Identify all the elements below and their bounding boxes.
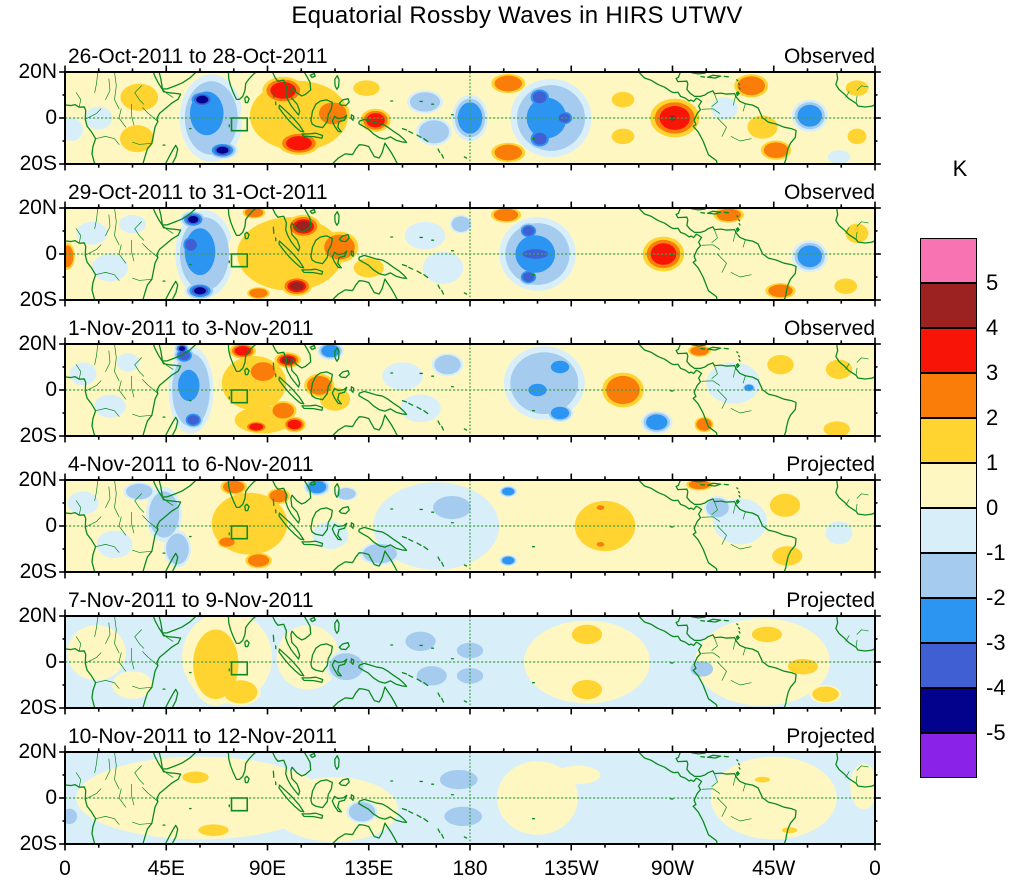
colorbar-cell bbox=[920, 553, 977, 598]
x-tick-label: 45W bbox=[752, 857, 796, 880]
x-tick-label: 180 bbox=[452, 857, 488, 880]
map-panel bbox=[65, 72, 875, 164]
y-tick-label-0: 0 bbox=[45, 786, 57, 809]
panel-date-range: 10-Nov-2011 to 12-Nov-2011 bbox=[68, 725, 337, 748]
y-tick-label-0: 0 bbox=[45, 106, 57, 129]
panel-date-range: 26-Oct-2011 to 28-Oct-2011 bbox=[68, 45, 328, 68]
y-tick-label-0: 0 bbox=[45, 378, 57, 401]
colorbar-cell bbox=[920, 463, 977, 508]
y-tick-label-0: 0 bbox=[45, 650, 57, 673]
y-tick-label-20s: 20S bbox=[19, 424, 57, 447]
colorbar-tick-label: 0 bbox=[986, 495, 999, 520]
x-tick-label: 90E bbox=[248, 857, 287, 880]
y-tick-label-0: 0 bbox=[45, 514, 57, 537]
x-tick-label: 45E bbox=[147, 857, 185, 880]
panel-date-range: 4-Nov-2011 to 6-Nov-2011 bbox=[68, 453, 314, 476]
y-tick-label-0: 0 bbox=[45, 242, 57, 265]
colorbar-tick-label: -2 bbox=[986, 585, 1006, 610]
colorbar-cell bbox=[920, 508, 977, 553]
colorbar-tick-label: 5 bbox=[986, 270, 999, 295]
colorbar-cell bbox=[920, 643, 977, 688]
y-tick-label-20n: 20N bbox=[18, 468, 57, 491]
colorbar-cell bbox=[920, 418, 977, 463]
y-tick-label-20s: 20S bbox=[19, 832, 57, 855]
colorbar-tick-label: -3 bbox=[986, 630, 1006, 655]
y-tick-label-20n: 20N bbox=[18, 604, 57, 627]
map-panel bbox=[65, 616, 875, 708]
map-panel bbox=[65, 344, 875, 436]
x-tick-label: 135E bbox=[344, 857, 394, 880]
panel-map-svg bbox=[65, 344, 875, 436]
colorbar-cell bbox=[920, 373, 977, 418]
panel-source-label: Observed bbox=[783, 181, 875, 204]
colorbar-tick-label: 1 bbox=[986, 450, 999, 475]
y-tick-label-20n: 20N bbox=[18, 332, 57, 355]
colorbar-unit-label: K bbox=[952, 156, 968, 181]
colorbar-tick-label: -4 bbox=[986, 675, 1006, 700]
panel-source-label: Observed bbox=[783, 317, 875, 340]
y-tick-label-20s: 20S bbox=[19, 288, 57, 311]
colorbar-cell bbox=[920, 238, 977, 283]
map-panel bbox=[65, 480, 875, 572]
map-panel bbox=[65, 752, 875, 844]
panel-map-svg bbox=[65, 616, 875, 708]
colorbar-cell bbox=[920, 328, 977, 373]
panel-map-svg bbox=[65, 208, 875, 300]
y-tick-label-20s: 20S bbox=[19, 696, 57, 719]
panel-source-label: Projected bbox=[786, 589, 875, 612]
colorbar-tick-label: 3 bbox=[986, 360, 999, 385]
colorbar-cell bbox=[920, 688, 977, 733]
panel-date-range: 7-Nov-2011 to 9-Nov-2011 bbox=[68, 589, 314, 612]
colorbar-tick-label: -1 bbox=[986, 540, 1006, 565]
panel-map-svg bbox=[65, 752, 875, 844]
y-tick-label-20n: 20N bbox=[18, 740, 57, 763]
colorbar-tick-label: 2 bbox=[986, 405, 999, 430]
panel-source-label: Projected bbox=[786, 725, 875, 748]
map-panel bbox=[65, 208, 875, 300]
panel-source-label: Observed bbox=[783, 45, 875, 68]
colorbar-tick-label: 4 bbox=[986, 315, 999, 340]
panel-date-range: 1-Nov-2011 to 3-Nov-2011 bbox=[68, 317, 314, 340]
panel-map-svg bbox=[65, 480, 875, 572]
y-tick-label-20n: 20N bbox=[18, 60, 57, 83]
colorbar-cell bbox=[920, 598, 977, 643]
colorbar-tick-label: -5 bbox=[986, 720, 1006, 745]
x-tick-label: 135W bbox=[543, 857, 599, 880]
x-tick-label: 0 bbox=[869, 857, 881, 880]
y-tick-label-20n: 20N bbox=[18, 196, 57, 219]
panel-map-svg bbox=[65, 72, 875, 164]
panel-source-label: Projected bbox=[786, 453, 875, 476]
colorbar-cell bbox=[920, 733, 977, 778]
panel-date-range: 29-Oct-2011 to 31-Oct-2011 bbox=[68, 181, 328, 204]
y-tick-label-20s: 20S bbox=[19, 152, 57, 175]
figure-title: Equatorial Rossby Waves in HIRS UTWV bbox=[291, 2, 743, 29]
colorbar-cell bbox=[920, 283, 977, 328]
x-tick-label: 0 bbox=[59, 857, 71, 880]
y-tick-label-20s: 20S bbox=[19, 560, 57, 583]
x-tick-label: 90W bbox=[650, 857, 695, 880]
